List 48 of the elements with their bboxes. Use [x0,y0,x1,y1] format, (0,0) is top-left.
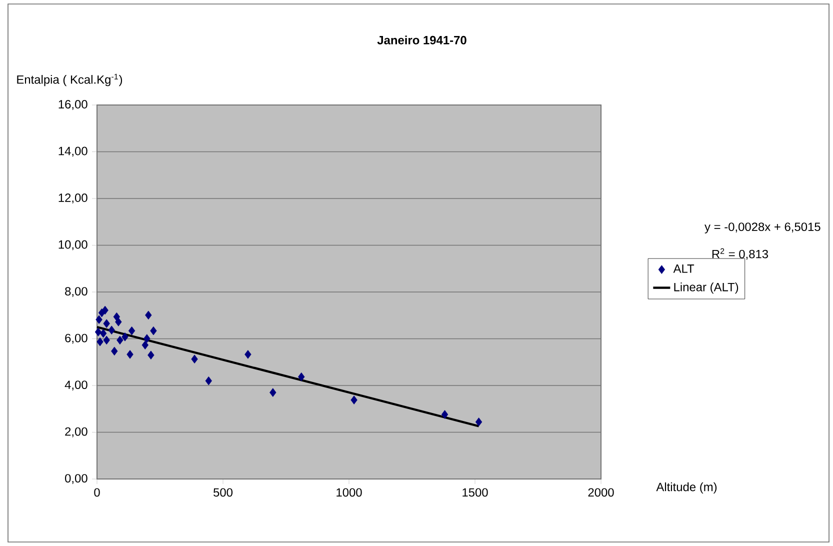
y-tick-label: 2,00 [65,427,88,438]
point [122,332,128,342]
y-tick-label: 14,00 [58,146,88,157]
point [191,354,198,364]
point [103,336,110,345]
point [148,350,154,360]
point [102,306,108,315]
point [128,326,136,336]
x-tick-label: 500 [214,488,233,497]
x-tick-label: 2000 [588,488,614,497]
text: R$^{2}$ = 0,813 [712,248,768,260]
point [145,310,152,320]
y-tick-label: 4,00 [64,380,88,390]
y-tick-label: 0,00 [65,474,88,484]
y-tick-label: 16,00 [58,100,88,110]
point [126,350,134,359]
y-tick-label: 6,00 [65,334,88,344]
point [103,319,110,328]
point [96,337,104,346]
point [94,328,102,336]
x-tick-label: 1500 [462,488,488,497]
text: y = -0,0028x + 6,5015 [704,222,820,234]
point [150,326,157,336]
point [142,340,148,350]
point [111,346,118,356]
point [475,418,482,426]
x-tick-label: 0 [94,488,100,497]
point [96,315,102,324]
y-axis-title: Entalpia ( Kcal.Kg$^{-1}$) [17,74,122,86]
point [350,396,358,404]
point [108,326,115,334]
point [144,334,150,343]
chart-title: Janeiro 1941-70 [377,36,466,44]
point [115,318,122,326]
point [441,410,448,419]
y-tick-label: 12,00 [58,194,88,204]
point [298,372,305,382]
point [244,350,252,359]
point [100,328,107,338]
y-tick-label: 10,00 [58,240,88,250]
x-axis-title: Altitude (m) [656,482,717,494]
point [205,376,212,386]
y-tick-label: 8,00 [65,287,88,297]
legend-label: ALT [673,264,694,273]
legend-label: Linear (ALT) [674,282,738,294]
x-tick-label: 1000 [336,488,362,497]
point [116,336,124,345]
point [270,388,276,397]
